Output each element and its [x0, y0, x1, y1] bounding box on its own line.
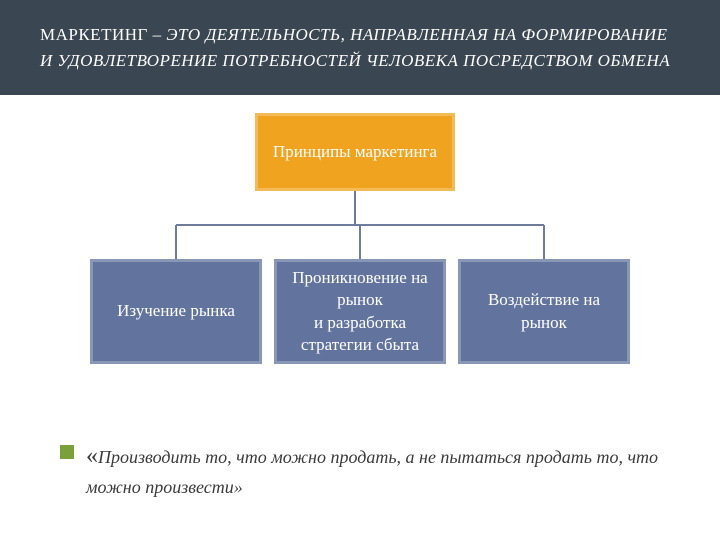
tree-diagram: Принципы маркетинга Изучение рынка Прони… [0, 95, 720, 395]
quote-open: « [86, 443, 98, 469]
bullet-icon [60, 445, 74, 459]
child-node-1-label: Изучение рынка [117, 300, 235, 322]
child-node-3: Воздействие на рынок [458, 259, 630, 364]
slide-header: МАРКЕТИНГ – ЭТО ДЕЯТЕЛЬНОСТЬ, НАПРАВЛЕНН… [0, 0, 720, 95]
quote-text: «Производить то, что можно продать, а не… [86, 439, 660, 500]
quote-row: «Производить то, что можно продать, а не… [60, 439, 660, 500]
child-node-3-label: Воздействие на рынок [464, 289, 624, 333]
child-node-2-label: Проникновение на рыноки разработка страт… [280, 267, 440, 355]
root-node: Принципы маркетинга [255, 113, 455, 191]
child-node-2: Проникновение на рыноки разработка страт… [274, 259, 446, 364]
child-node-1: Изучение рынка [90, 259, 262, 364]
quote-body: Производить то, что можно продать, а не … [86, 447, 658, 497]
slide: МАРКЕТИНГ – ЭТО ДЕЯТЕЛЬНОСТЬ, НАПРАВЛЕНН… [0, 0, 720, 540]
header-lead: МАРКЕТИНГ – [40, 25, 166, 44]
root-node-label: Принципы маркетинга [273, 141, 437, 163]
